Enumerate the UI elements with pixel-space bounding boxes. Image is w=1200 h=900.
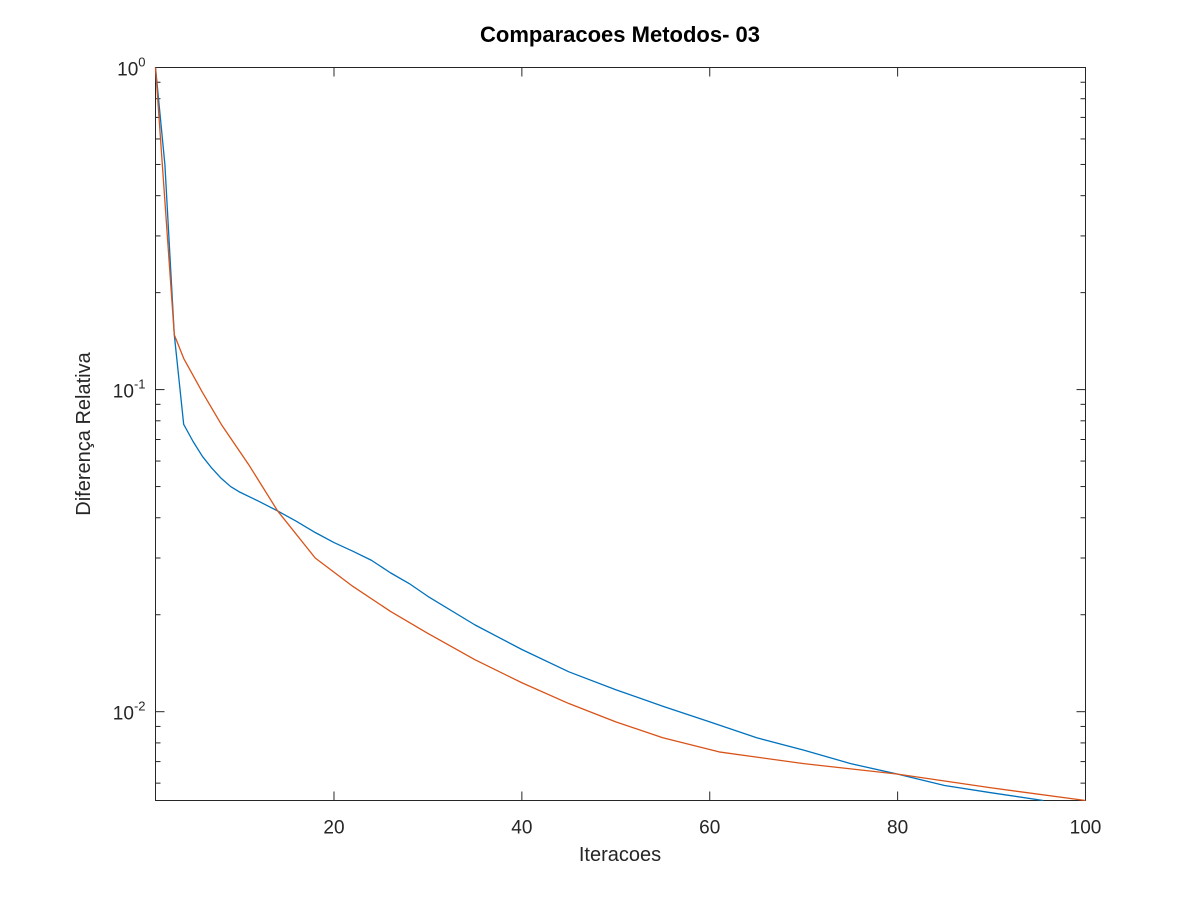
series-line-2 — [154, 67, 1086, 802]
series-line-1 — [154, 67, 1044, 802]
x-tick-label: 100 — [1070, 818, 1102, 839]
y-tick-label: 10-2 — [113, 699, 146, 725]
series-layer — [154, 67, 1086, 802]
y-tick-label: 100 — [117, 55, 145, 81]
axis-ticks: 20 40 60 80 100 100 10-1 10-2 — [113, 55, 1102, 839]
chart-title: Comparacoes Metodos- 03 — [480, 22, 760, 47]
x-tick-label: 40 — [511, 818, 532, 839]
x-tick-label: 60 — [699, 818, 720, 839]
x-tick-label: 20 — [323, 818, 344, 839]
y-axis-label: Diferença Relativa — [73, 351, 95, 515]
y-tick-label: 10-1 — [113, 377, 146, 403]
plot-frame — [155, 67, 1086, 801]
plot-area — [155, 67, 1086, 801]
x-axis-label: Iteracoes — [579, 844, 661, 866]
x-tick-label: 80 — [887, 818, 908, 839]
